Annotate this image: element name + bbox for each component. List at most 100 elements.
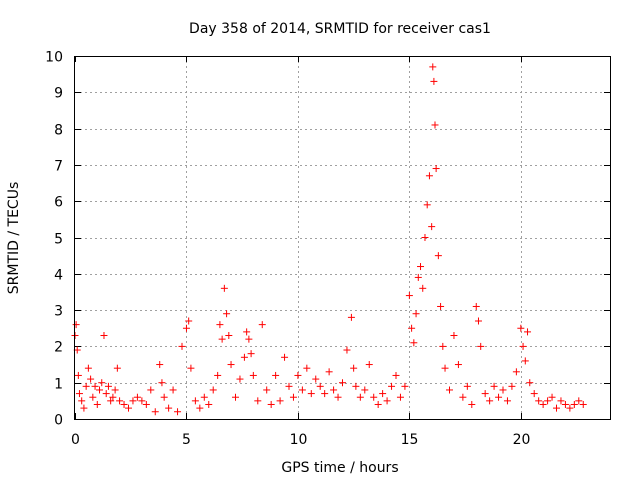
data-point	[133, 393, 141, 401]
data-point	[285, 382, 293, 390]
data-point	[89, 393, 97, 401]
data-point	[383, 397, 391, 405]
data-point	[490, 382, 498, 390]
data-point	[521, 357, 529, 365]
data-point	[125, 404, 132, 412]
data-point	[474, 317, 482, 325]
data-point	[220, 284, 228, 292]
data-point	[87, 375, 95, 383]
data-point	[524, 328, 532, 336]
data-point	[84, 364, 92, 372]
data-point	[508, 382, 516, 390]
data-point	[185, 317, 193, 325]
data-point	[113, 364, 121, 372]
data-point	[450, 332, 458, 340]
data-point	[200, 393, 208, 401]
data-point	[214, 371, 222, 379]
y-tick-label: 0	[54, 413, 63, 429]
data-point	[428, 223, 436, 231]
data-point	[512, 368, 520, 376]
data-point	[294, 371, 302, 379]
data-point	[486, 397, 494, 405]
data-point	[276, 397, 284, 405]
data-point	[249, 371, 257, 379]
data-point	[365, 361, 373, 369]
data-point	[334, 393, 342, 401]
data-point	[530, 390, 538, 398]
data-point	[535, 397, 543, 405]
data-point	[477, 342, 485, 350]
data-point	[343, 346, 351, 354]
data-point	[405, 292, 413, 300]
data-point	[437, 302, 445, 310]
y-tick-label: 5	[54, 232, 63, 248]
data-point	[446, 386, 453, 394]
data-point	[350, 364, 358, 372]
data-point	[74, 371, 82, 379]
chart-title: Day 358 of 2014, SRMTID for receiver cas…	[189, 21, 491, 37]
data-point	[129, 397, 137, 405]
data-point	[503, 397, 511, 405]
data-point	[96, 386, 104, 394]
data-point	[209, 386, 217, 394]
data-point	[236, 375, 244, 383]
x-tick-label: 20	[513, 432, 531, 448]
data-point	[526, 379, 534, 387]
data-point	[218, 335, 226, 343]
data-point	[316, 382, 324, 390]
data-point	[370, 393, 378, 401]
data-point	[517, 324, 525, 332]
data-point	[539, 400, 547, 408]
data-point	[160, 393, 168, 401]
data-point	[408, 324, 416, 332]
data-point	[138, 397, 146, 405]
data-point	[430, 77, 438, 85]
data-point	[544, 397, 552, 405]
data-point	[553, 404, 560, 412]
data-point	[421, 234, 429, 241]
data-point	[429, 63, 437, 71]
data-point	[93, 400, 101, 408]
x-tick-label: 5	[182, 432, 191, 448]
data-point	[548, 393, 556, 401]
data-point	[396, 393, 404, 401]
data-point	[281, 353, 289, 361]
data-point	[499, 386, 507, 394]
data-point	[561, 400, 569, 408]
data-point	[147, 386, 155, 394]
data-point	[216, 321, 224, 329]
data-point	[182, 324, 190, 332]
y-tick-label: 1	[54, 377, 63, 393]
data-point	[321, 390, 329, 398]
data-point	[227, 361, 235, 369]
data-point	[401, 382, 409, 390]
y-tick-label: 9	[54, 86, 63, 102]
data-point	[75, 390, 83, 398]
data-point	[102, 390, 110, 398]
data-point	[454, 361, 462, 369]
data-point	[225, 332, 233, 340]
data-point	[247, 350, 255, 358]
data-point	[379, 390, 387, 398]
data-point	[258, 321, 266, 329]
data-point	[240, 353, 248, 361]
data-point	[107, 397, 115, 405]
data-point	[472, 302, 480, 310]
data-point	[325, 368, 333, 376]
data-point	[463, 382, 471, 390]
x-axis-label: GPS time / hours	[281, 460, 398, 476]
data-point	[165, 404, 173, 412]
data-point	[481, 390, 489, 398]
data-point	[439, 342, 447, 350]
data-point	[303, 364, 311, 372]
data-point	[495, 393, 503, 401]
data-point	[361, 386, 369, 394]
data-point	[432, 165, 440, 173]
data-point	[109, 393, 117, 401]
data-point	[289, 393, 297, 401]
data-point	[414, 273, 422, 281]
data-point	[339, 379, 346, 387]
data-point	[196, 404, 204, 412]
data-point	[423, 201, 431, 209]
